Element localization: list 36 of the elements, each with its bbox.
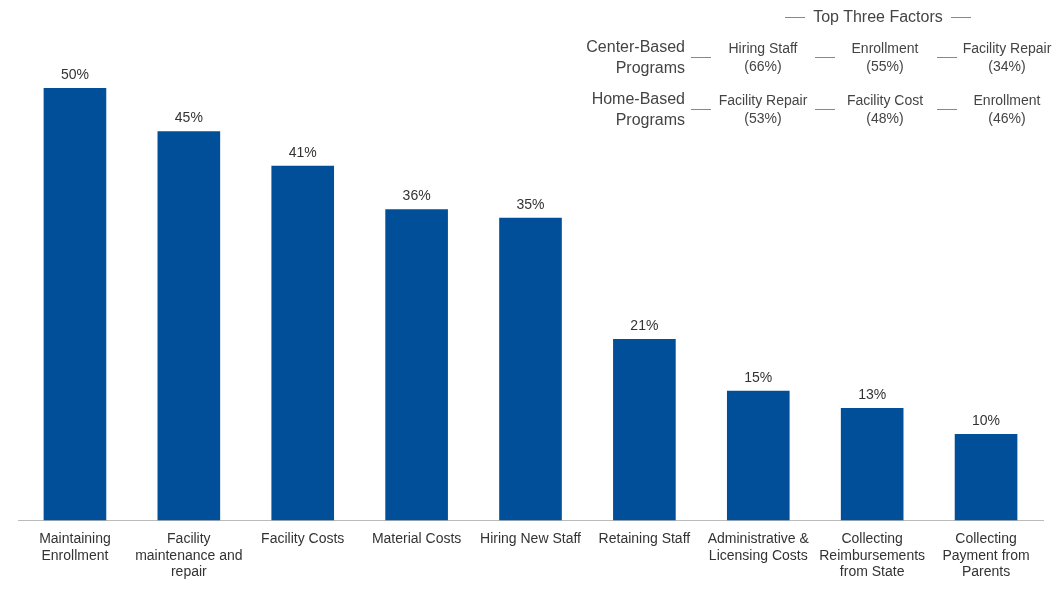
- x-tick-label: Collecting Payment from Parents: [942, 529, 1030, 580]
- data-label: 21%: [630, 316, 659, 333]
- data-label: 10%: [972, 411, 1001, 428]
- annotation: Facility Repair (53%): [717, 91, 809, 127]
- x-tick-label: Collecting Reimbursements from State: [819, 529, 926, 580]
- text: Enrollment (55%): [850, 39, 920, 75]
- data-label: 15%: [744, 368, 773, 385]
- data-label: 50%: [60, 65, 89, 82]
- x-tick-label: Facility Costs: [261, 529, 345, 546]
- x-tick-label: Hiring New Staff: [480, 529, 582, 546]
- bar: [840, 408, 904, 521]
- data-label: 36%: [402, 186, 431, 203]
- bar: [499, 217, 562, 521]
- data-label: 35%: [516, 195, 545, 212]
- x-tick-label: Facility maintenance and repair: [135, 529, 243, 580]
- text: Center-Based Programs: [585, 37, 685, 78]
- text: Hiring Staff (66%): [727, 39, 799, 75]
- bar: [157, 131, 221, 521]
- annotation: Home-Based Programs: [590, 89, 685, 130]
- bar: [385, 209, 448, 521]
- text: Facility Repair (34%): [961, 39, 1053, 75]
- bar: [954, 434, 1018, 521]
- bar: [613, 338, 676, 521]
- data-label: 13%: [858, 385, 887, 402]
- annotation: Enrollment (46%): [972, 91, 1042, 127]
- x-tick-label: Retaining Staff: [598, 529, 691, 546]
- data-label: 41%: [288, 143, 317, 160]
- x-tick-label: Material Costs: [371, 529, 462, 546]
- text: Top Three Factors: [813, 8, 943, 26]
- x-tick-label: Administrative & Licensing Costs: [707, 529, 810, 563]
- x-tick-label: Maintaining Enrollment: [39, 529, 111, 563]
- annotation: Facility Cost (48%): [845, 91, 925, 127]
- bar: [43, 88, 107, 521]
- bar: [726, 390, 790, 521]
- bar: [271, 165, 335, 521]
- data-label: 45%: [174, 109, 203, 126]
